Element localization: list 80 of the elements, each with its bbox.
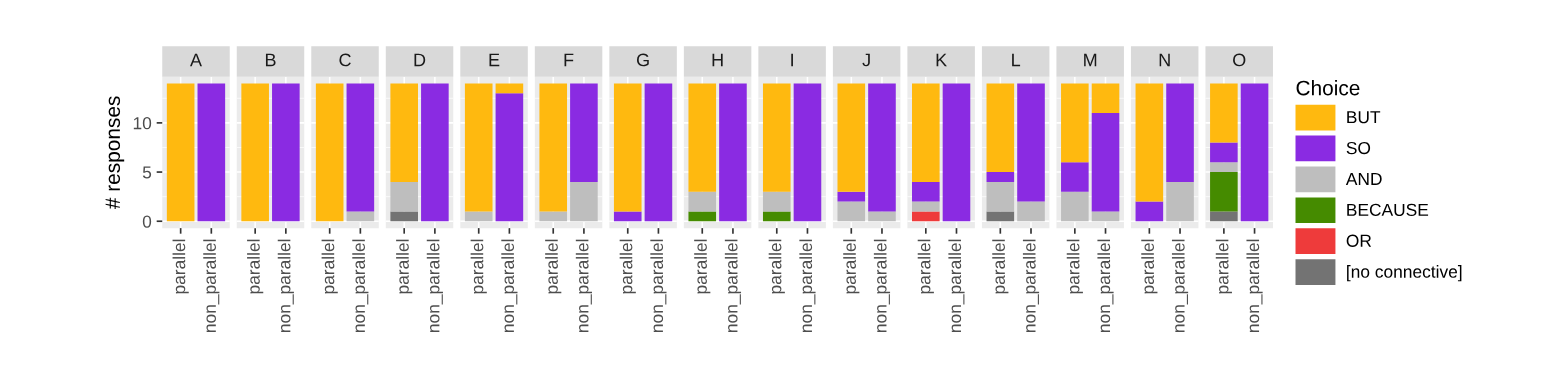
bar xyxy=(986,172,1015,182)
bar xyxy=(1210,83,1238,143)
x-tick-label: parallel xyxy=(917,239,934,294)
bar xyxy=(1210,211,1238,222)
y-tick-label: 10 xyxy=(133,117,152,130)
x-tick-label: parallel xyxy=(321,239,338,294)
chart-title: K xyxy=(936,53,947,67)
x-tick-label: parallel xyxy=(619,239,636,294)
x-tick-label: non_parallel xyxy=(650,239,667,332)
chart-title: B xyxy=(265,53,276,67)
chart-title: M xyxy=(1084,53,1097,67)
bar xyxy=(986,83,1015,173)
x-tick-label: parallel xyxy=(470,239,487,294)
x-tick-label: non_parallel xyxy=(575,239,592,332)
x-tick-label: non_parallel xyxy=(724,239,742,332)
x-tick-label: non_parallel xyxy=(1171,239,1189,332)
chart-title: D xyxy=(414,53,426,67)
bar xyxy=(1017,201,1045,222)
x-tick-label: non_parallel xyxy=(1022,239,1040,332)
bar xyxy=(912,201,940,212)
x-tick-label: parallel xyxy=(545,239,562,294)
x-tick-label: parallel xyxy=(1215,239,1232,294)
bar xyxy=(1210,172,1238,212)
bar xyxy=(1061,83,1089,163)
bar xyxy=(868,211,896,222)
chart-title: F xyxy=(564,53,574,67)
x-tick-label: non_parallel xyxy=(948,239,965,332)
bar xyxy=(1091,83,1120,114)
y-tick-label: 0 xyxy=(142,215,152,228)
bar xyxy=(1091,113,1120,212)
bar xyxy=(1061,162,1089,192)
bar xyxy=(1210,162,1238,173)
x-tick-label: non_parallel xyxy=(799,239,816,332)
x-tick-label: parallel xyxy=(396,239,413,294)
bar xyxy=(986,181,1015,212)
x-tick-label: parallel xyxy=(172,239,189,294)
legend-title: Choice xyxy=(1296,80,1360,96)
x-tick-label: parallel xyxy=(247,239,264,294)
chart-title: G xyxy=(636,53,649,67)
x-tick-label: parallel xyxy=(768,239,785,294)
bar xyxy=(837,83,866,192)
legend-label: BUT xyxy=(1347,111,1381,124)
legend-label: BECAUSE xyxy=(1347,203,1429,216)
x-tick-label: non_parallel xyxy=(501,239,518,332)
bar xyxy=(986,211,1015,222)
y-tick-label: 5 xyxy=(142,166,152,179)
bar xyxy=(1210,142,1238,163)
x-tick-label: non_parallel xyxy=(352,239,369,332)
x-tick-label: parallel xyxy=(1066,239,1083,294)
chart-title: H xyxy=(712,53,723,67)
chart-title: E xyxy=(489,53,500,67)
x-tick-label: non_parallel xyxy=(1097,239,1114,332)
chart-title: C xyxy=(339,53,351,67)
x-tick-label: parallel xyxy=(694,239,711,294)
bar xyxy=(912,83,940,182)
x-tick-label: non_parallel xyxy=(873,239,891,332)
chart-title: J xyxy=(862,53,870,67)
x-tick-label: parallel xyxy=(1141,239,1158,294)
bar xyxy=(837,191,866,202)
chart-title: A xyxy=(190,53,202,67)
y-axis-title: # responses xyxy=(105,96,125,210)
bar xyxy=(837,201,866,222)
chart-title: N xyxy=(1159,53,1170,67)
x-tick-label: non_parallel xyxy=(426,239,443,332)
x-tick-label: non_parallel xyxy=(203,239,220,332)
x-tick-label: parallel xyxy=(843,239,860,294)
x-tick-label: non_parallel xyxy=(1246,239,1263,332)
x-tick-label: parallel xyxy=(992,239,1009,294)
bar xyxy=(912,211,940,222)
legend-label: SO xyxy=(1346,141,1371,155)
bar xyxy=(1061,191,1089,222)
bar xyxy=(1091,211,1120,222)
legend-label: [no connective] xyxy=(1347,265,1462,282)
chart-title: L xyxy=(1012,53,1021,67)
legend-label: OR xyxy=(1346,234,1372,247)
chart-title: O xyxy=(1233,53,1246,67)
x-tick-label: non_parallel xyxy=(277,239,294,332)
chart-title: I xyxy=(791,53,793,67)
bar xyxy=(912,181,940,202)
legend-label: AND xyxy=(1345,172,1382,185)
